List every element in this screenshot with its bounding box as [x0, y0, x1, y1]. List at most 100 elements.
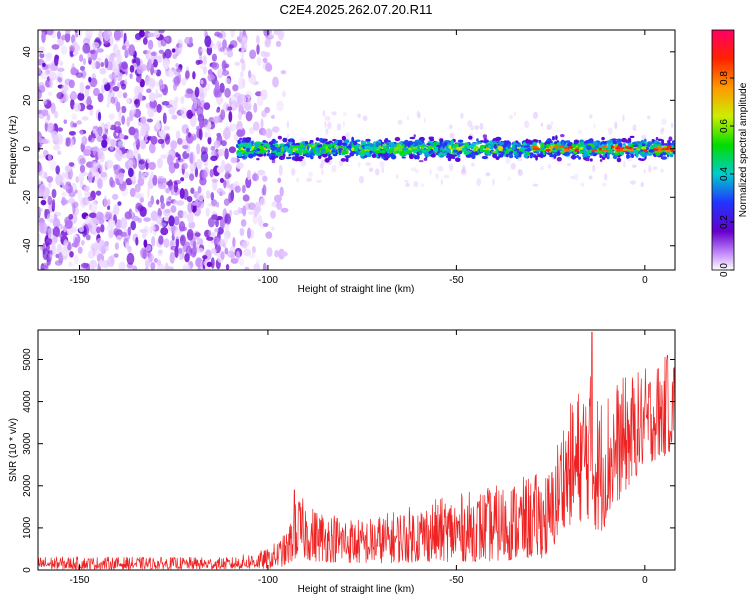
spectrogram-cell — [87, 249, 96, 260]
y-tick-label: -40 — [22, 238, 33, 253]
spectrogram-cell — [476, 138, 479, 142]
spectrogram-cell — [191, 201, 200, 206]
spectrogram-cell — [265, 63, 273, 72]
spectrogram-cell — [228, 125, 232, 132]
spectrogram-cell — [325, 147, 330, 153]
spectrogram-cell — [178, 41, 184, 51]
spectrogram-cell — [107, 198, 111, 207]
spectrogram-cell — [104, 240, 110, 247]
spectrogram-cell — [377, 152, 382, 157]
spectrogram-cell — [416, 148, 420, 152]
spectrogram-cell — [440, 155, 444, 158]
spectrogram-cell — [357, 113, 361, 118]
x-tick-label: -50 — [449, 275, 464, 286]
spectrogram-cell — [38, 109, 43, 114]
spectrogram-cell — [161, 101, 170, 106]
spectrogram-cell — [144, 260, 150, 268]
spectrogram-cell — [443, 174, 450, 179]
spectrogram-cell — [247, 70, 252, 79]
spectrogram-cell — [170, 205, 177, 214]
spectrogram-cell — [517, 169, 523, 176]
spectrogram-cell — [263, 142, 269, 147]
spectrogram-cell — [74, 236, 78, 248]
spectrogram-cell — [143, 217, 151, 222]
spectrogram-cell — [107, 219, 116, 229]
spectrogram-cell — [199, 53, 203, 62]
spectrogram-cell — [413, 134, 416, 138]
y-tick-label: 20 — [22, 94, 33, 106]
spectrogram-cell — [443, 142, 448, 146]
spectrogram-cell — [124, 40, 130, 47]
spectrogram-cell — [465, 154, 472, 158]
spectrogram-cell — [668, 136, 673, 142]
spectrogram-cell — [158, 249, 163, 254]
spectrogram-cell — [197, 192, 205, 202]
spectrogram-cell — [121, 62, 128, 70]
spectrogram-cell — [168, 99, 175, 105]
spectrogram-cell — [421, 183, 424, 187]
spectrogram-cell — [189, 115, 197, 128]
spectrogram-cell — [222, 127, 231, 140]
spectrogram-cell — [180, 96, 185, 104]
spectrogram-cell — [157, 138, 165, 145]
spectrogram-cell — [295, 177, 300, 183]
spectrogram-cell — [498, 154, 504, 158]
spectrogram-cell — [51, 44, 60, 50]
spectrogram-cell — [651, 138, 655, 143]
spectrogram-cell — [355, 148, 359, 152]
spectrogram-cell — [508, 153, 514, 159]
spectrogram-cell — [639, 158, 646, 162]
spectrogram-cell — [47, 154, 52, 161]
spectrogram-cell — [85, 30, 93, 40]
spectrogram-cell — [540, 165, 544, 171]
spectrogram-cell — [88, 212, 97, 219]
spectrogram-cell — [225, 263, 230, 270]
spectrogram-cell — [272, 76, 279, 88]
spectrogram-cell — [497, 145, 502, 151]
spectrogram-cell — [327, 121, 332, 130]
colorbar-tick-label: 0.2 — [719, 215, 730, 229]
spectrogram-cell — [147, 105, 155, 118]
spectrogram-cell — [242, 36, 247, 44]
spectrogram-cell — [552, 149, 559, 153]
spectrogram-cell — [640, 182, 644, 188]
spectrogram-cell — [244, 266, 250, 270]
spectrogram-cell — [588, 175, 593, 180]
colorbar-tick-label: 0.0 — [719, 263, 730, 277]
spectrogram-cell — [243, 248, 252, 257]
spectrogram-cell — [147, 200, 153, 208]
spectrogram-cell — [169, 251, 175, 264]
spectrogram-cell — [88, 76, 92, 83]
spectrogram-cell — [466, 144, 471, 150]
spectrogram-cell — [241, 43, 245, 50]
spectrogram-cell — [427, 140, 433, 144]
spectrogram-cell — [110, 139, 117, 147]
spectrogram-cell — [615, 152, 620, 156]
spectrogram-cell — [56, 30, 61, 40]
spectrogram-cell — [410, 167, 417, 172]
spectrogram-cell — [186, 196, 193, 203]
spectrogram-cell — [185, 127, 189, 135]
spectrogram-cell — [188, 173, 195, 181]
spectrogram-cell — [256, 157, 260, 161]
spectrogram-cell — [513, 111, 517, 117]
spectrogram-cell — [429, 168, 432, 176]
spectrogram-cell — [406, 115, 410, 121]
spectrogram-cell — [528, 139, 532, 144]
spectrogram-cell — [641, 143, 646, 147]
spectrogram-cell — [104, 121, 112, 130]
spectrogram-cell — [317, 144, 321, 148]
spectrogram-cell — [310, 148, 314, 154]
spectrogram-cell — [67, 244, 72, 251]
spectrogram-cell — [242, 205, 247, 217]
spectrogram-cell — [277, 30, 285, 38]
spectrogram-cell — [61, 191, 67, 197]
spectrogram-cell — [253, 206, 258, 218]
spectrogram-cell — [237, 139, 241, 145]
spectrogram-cell — [241, 144, 248, 147]
spectrogram-cell — [607, 127, 613, 135]
spectrogram-cell — [306, 145, 310, 151]
spectrogram-cell — [211, 214, 218, 220]
spectrogram-cell — [102, 77, 108, 85]
spectrogram-cell — [72, 122, 78, 128]
